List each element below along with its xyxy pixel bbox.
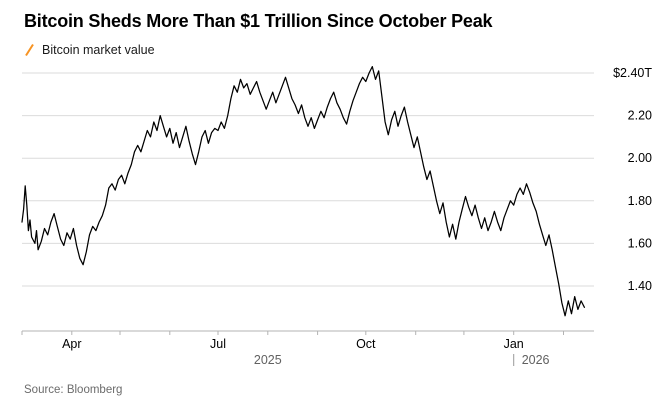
y-axis-label: 1.60 [628, 236, 652, 250]
year-label: 2026 [522, 353, 550, 367]
line-chart: $2.40T 2.20 2.00 1.80 1.60 1.40 Apr Jul Oct Jan 20… [21, 65, 652, 367]
y-axis-label: 2.00 [628, 151, 652, 165]
x-axis-label: Jan [504, 337, 524, 351]
legend: Bitcoin market value [24, 43, 155, 57]
year-label: 2025 [254, 353, 282, 367]
legend-label: Bitcoin market value [42, 43, 155, 57]
series-line [21, 65, 586, 317]
series-slash-icon [25, 43, 34, 57]
x-axis-label: Jul [210, 337, 226, 351]
page-title: Bitcoin Sheds More Than $1 Trillion Sinc… [24, 11, 493, 31]
y-axis-label: 1.80 [628, 194, 652, 208]
y-axis-label: 1.40 [628, 279, 652, 293]
y-axis-label: 2.20 [628, 109, 652, 123]
x-axis-label: Apr [62, 337, 81, 351]
y-axis-label: $2.40T [613, 66, 652, 80]
x-axis-label: Oct [356, 337, 376, 351]
source-text: Source: Bloomberg [24, 384, 123, 396]
